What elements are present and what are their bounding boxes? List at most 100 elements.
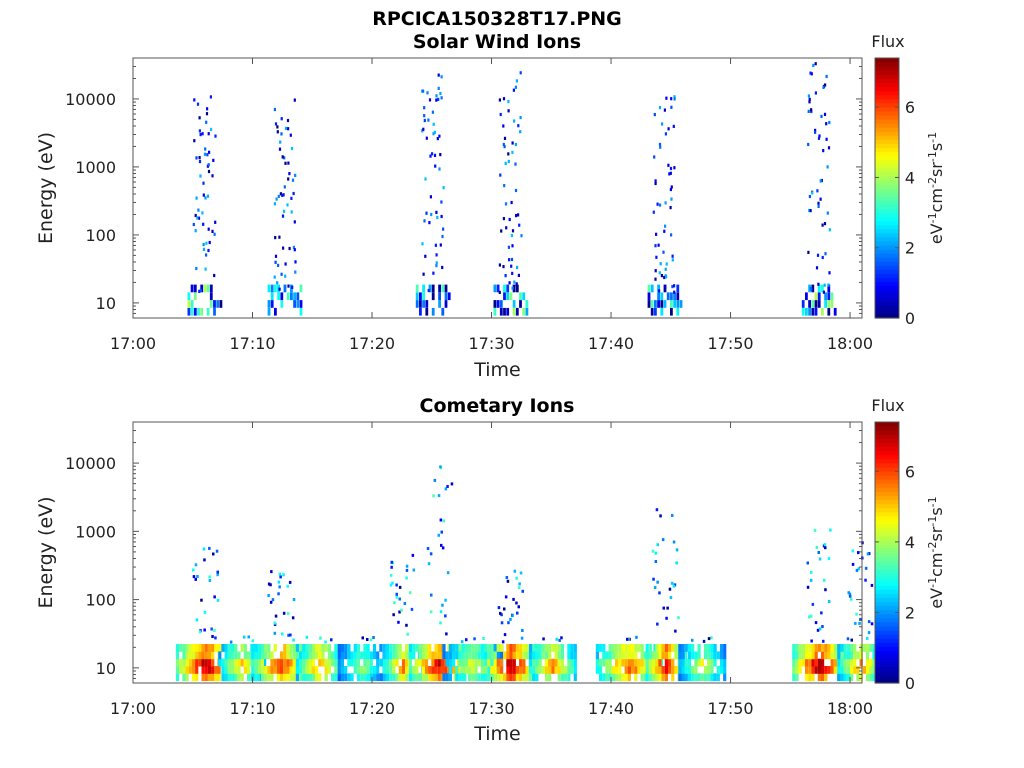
flux-cell	[276, 673, 280, 682]
flux-cell	[474, 658, 478, 667]
flux-cell	[514, 162, 517, 166]
flux-cell	[327, 666, 331, 674]
flux-cell	[499, 307, 503, 316]
flux-cell	[415, 644, 419, 652]
flux-cell	[405, 623, 408, 627]
flux-cell	[671, 644, 675, 652]
flux-cell	[821, 223, 824, 227]
colorbar-step	[875, 228, 899, 234]
flux-cell	[398, 644, 402, 652]
flux-cell	[795, 673, 799, 682]
flux-cell	[429, 154, 432, 158]
flux-cell	[287, 633, 290, 637]
flux-cell	[805, 658, 809, 667]
flux-cell	[515, 576, 518, 580]
flux-cell	[201, 673, 205, 682]
flux-cell	[286, 651, 290, 660]
flux-cell	[203, 610, 207, 614]
flux-cell	[305, 658, 309, 667]
flux-cell	[389, 583, 393, 587]
flux-cell	[674, 651, 678, 660]
flux-cell	[691, 673, 695, 682]
flux-cell	[208, 546, 211, 550]
flux-cell	[843, 651, 847, 660]
flux-cell	[627, 644, 631, 652]
flux-cell	[687, 666, 692, 674]
flux-cell	[254, 673, 258, 682]
colorbar-step	[875, 519, 899, 525]
colorbar-step	[875, 638, 899, 643]
flux-cell	[509, 292, 513, 301]
flux-cell	[506, 579, 510, 583]
flux-cell	[292, 644, 296, 652]
flux-cell	[506, 292, 510, 301]
flux-cell	[503, 307, 506, 316]
flux-cell	[507, 100, 510, 104]
flux-cell	[191, 673, 196, 682]
flux-cell	[273, 631, 277, 635]
flux-cell	[850, 673, 854, 682]
flux-cell	[658, 106, 662, 110]
colorbar-step	[875, 576, 899, 582]
flux-cell	[191, 644, 196, 652]
flux-cell	[554, 644, 558, 652]
flux-cell	[843, 658, 847, 667]
flux-cell	[292, 598, 296, 601]
flux-cell	[369, 666, 373, 674]
flux-cell	[678, 644, 682, 652]
flux-cell	[401, 658, 406, 667]
flux-cell	[429, 610, 433, 614]
flux-cell	[464, 658, 468, 667]
flux-cell	[811, 284, 815, 293]
flux-cell	[810, 109, 813, 114]
flux-cell	[664, 285, 667, 289]
flux-cell	[188, 644, 192, 652]
flux-cell	[655, 658, 659, 667]
flux-cell	[440, 530, 443, 534]
colorbar-step	[875, 532, 899, 537]
flux-cell	[201, 132, 204, 136]
flux-cell	[195, 618, 199, 622]
flux-cell	[430, 593, 433, 597]
flux-cell	[324, 644, 328, 652]
flux-cell	[340, 644, 345, 652]
flux-cell	[830, 651, 834, 660]
flux-cell	[283, 658, 287, 667]
colorbar-step	[875, 446, 899, 452]
flux-cell	[195, 658, 199, 667]
flux-cell	[500, 613, 503, 617]
x-tick-label: 17:30	[468, 334, 514, 353]
flux-cell	[490, 658, 494, 667]
colorbar-step	[875, 244, 899, 250]
flux-cell	[658, 644, 662, 652]
colorbar-step	[875, 450, 899, 456]
flux-cell	[280, 117, 283, 121]
colorbar-step	[875, 301, 899, 307]
flux-cell	[408, 591, 412, 595]
flux-cell	[490, 644, 494, 652]
flux-cell	[214, 666, 218, 674]
flux-cell	[611, 673, 615, 682]
flux-cell	[179, 644, 183, 652]
flux-cell	[484, 651, 488, 660]
flux-cell	[422, 272, 425, 276]
flux-cell	[192, 575, 196, 579]
flux-cell	[247, 651, 251, 660]
flux-cell	[175, 673, 180, 682]
flux-cell	[418, 644, 422, 652]
flux-cell	[506, 666, 510, 674]
flux-cell	[618, 658, 622, 667]
flux-cell	[535, 666, 539, 674]
flux-cell	[391, 581, 394, 585]
flux-cell	[356, 658, 361, 667]
flux-cell	[531, 644, 536, 652]
flux-cell	[452, 658, 456, 667]
flux-cell	[817, 204, 820, 208]
flux-cell	[267, 284, 271, 293]
flux-cell	[439, 621, 442, 625]
flux-cell	[670, 185, 673, 189]
flux-cell	[240, 658, 244, 667]
colorbar-step	[875, 171, 899, 177]
flux-cell	[570, 644, 574, 652]
flux-cell	[801, 307, 805, 316]
